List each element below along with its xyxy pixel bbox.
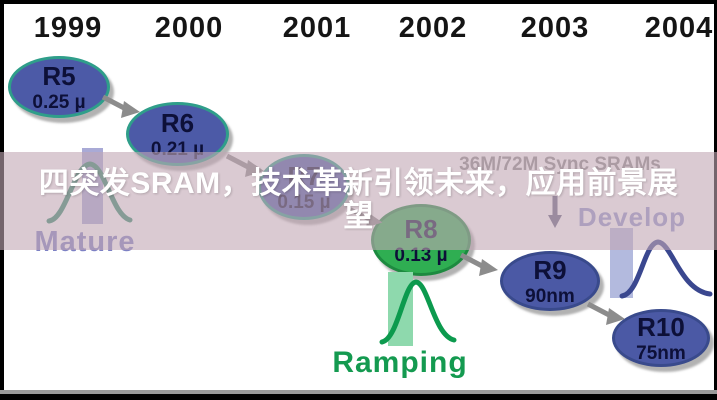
ramping-curve-icon [379,279,457,345]
node-r10-process: 75nm [636,342,686,364]
headline-banner-overlay [0,152,717,250]
headline-line-1: 四突发SRAM，技术革新引领未来，应用前景展 [38,167,679,200]
year-label-2004: 2004 [644,12,714,44]
top-border [0,0,717,4]
node-r5: R5 0.25 µ [8,56,110,118]
year-label-2002: 2002 [398,12,468,44]
node-r9: R9 90nm [500,251,600,311]
node-r10-name: R10 [637,311,685,342]
year-label-2000: 2000 [154,12,224,44]
arrow-r9-r10-icon [586,301,625,325]
node-r6-name: R6 [160,107,195,138]
year-label-2001: 2001 [282,12,352,44]
node-r8-process: 0.13 µ [394,244,448,266]
year-label-2003: 2003 [520,12,590,44]
year-label-1999: 1999 [33,12,103,44]
node-r9-name: R9 [533,254,567,285]
headline-line-2: 望 [343,200,374,233]
bottom-gray-line [0,390,717,394]
arrow-r5-r6-icon [101,94,140,118]
node-r5-name: R5 [42,60,76,91]
ramping-phase-label: Ramping [332,346,468,379]
arrow-r8-r9-icon [459,252,498,276]
headline-text: 四突发SRAM，技术革新引领未来，应用前景展 望 [10,167,707,233]
bottom-border [0,394,717,400]
node-r9-process: 90nm [525,285,575,307]
node-r10: R10 75nm [612,309,710,367]
node-r5-process: 0.25 µ [32,91,86,113]
